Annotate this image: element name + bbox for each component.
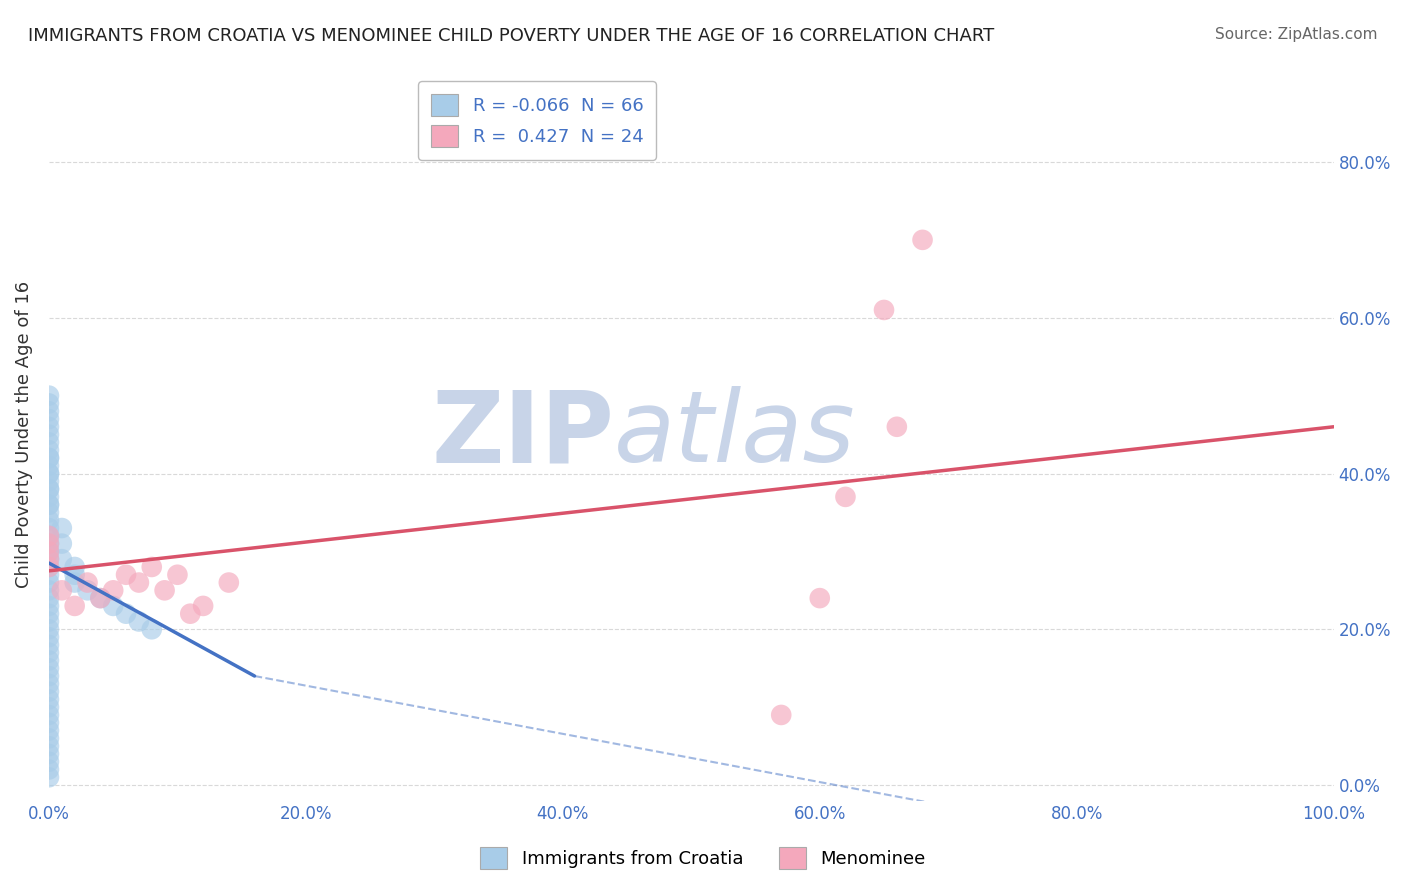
Point bbox=[38, 700, 60, 714]
Legend: R = -0.066  N = 66, R =  0.427  N = 24: R = -0.066 N = 66, R = 0.427 N = 24 bbox=[419, 81, 657, 160]
Legend: Immigrants from Croatia, Menominee: Immigrants from Croatia, Menominee bbox=[471, 838, 935, 879]
Point bbox=[38, 467, 60, 481]
Point bbox=[115, 567, 138, 582]
Point bbox=[141, 560, 163, 574]
Point bbox=[38, 567, 60, 582]
Point bbox=[38, 552, 60, 566]
Text: atlas: atlas bbox=[614, 386, 856, 483]
Point bbox=[128, 575, 150, 590]
Point bbox=[38, 490, 60, 504]
Point bbox=[38, 583, 60, 598]
Point bbox=[911, 233, 934, 247]
Point bbox=[63, 599, 86, 613]
Point bbox=[63, 575, 86, 590]
Point bbox=[38, 715, 60, 730]
Point bbox=[38, 529, 60, 543]
Point bbox=[38, 482, 60, 496]
Point bbox=[38, 622, 60, 636]
Point bbox=[51, 552, 73, 566]
Point bbox=[38, 498, 60, 512]
Point bbox=[38, 770, 60, 784]
Point bbox=[38, 692, 60, 706]
Point bbox=[38, 731, 60, 746]
Point bbox=[38, 544, 60, 558]
Point bbox=[115, 607, 138, 621]
Point bbox=[38, 755, 60, 769]
Point bbox=[38, 615, 60, 629]
Point bbox=[886, 419, 908, 434]
Point bbox=[38, 443, 60, 458]
Point bbox=[218, 575, 240, 590]
Point bbox=[38, 599, 60, 613]
Point bbox=[179, 607, 201, 621]
Point bbox=[38, 482, 60, 496]
Point bbox=[38, 458, 60, 473]
Point bbox=[834, 490, 856, 504]
Point bbox=[38, 419, 60, 434]
Point bbox=[808, 591, 831, 606]
Point bbox=[38, 591, 60, 606]
Point bbox=[770, 708, 793, 723]
Point bbox=[63, 567, 86, 582]
Point bbox=[38, 669, 60, 683]
Point bbox=[76, 575, 98, 590]
Point bbox=[38, 396, 60, 410]
Point bbox=[38, 677, 60, 691]
Point bbox=[38, 412, 60, 426]
Point bbox=[141, 622, 163, 636]
Point bbox=[38, 450, 60, 465]
Point bbox=[166, 567, 188, 582]
Point bbox=[38, 684, 60, 698]
Point bbox=[89, 591, 111, 606]
Point bbox=[38, 739, 60, 753]
Text: Source: ZipAtlas.com: Source: ZipAtlas.com bbox=[1215, 27, 1378, 42]
Y-axis label: Child Poverty Under the Age of 16: Child Poverty Under the Age of 16 bbox=[15, 281, 32, 588]
Point bbox=[38, 560, 60, 574]
Point bbox=[76, 583, 98, 598]
Point bbox=[873, 302, 896, 317]
Point bbox=[38, 513, 60, 527]
Point bbox=[38, 661, 60, 675]
Point bbox=[38, 389, 60, 403]
Point bbox=[38, 638, 60, 652]
Point bbox=[38, 747, 60, 761]
Point bbox=[38, 544, 60, 558]
Point bbox=[51, 536, 73, 550]
Point bbox=[63, 560, 86, 574]
Point bbox=[38, 435, 60, 450]
Point bbox=[51, 521, 73, 535]
Point bbox=[38, 575, 60, 590]
Point bbox=[38, 450, 60, 465]
Point bbox=[128, 615, 150, 629]
Point bbox=[38, 560, 60, 574]
Point bbox=[38, 607, 60, 621]
Point bbox=[38, 536, 60, 550]
Text: ZIP: ZIP bbox=[432, 386, 614, 483]
Point bbox=[89, 591, 111, 606]
Point bbox=[38, 653, 60, 667]
Point bbox=[38, 475, 60, 489]
Point bbox=[38, 427, 60, 442]
Point bbox=[38, 498, 60, 512]
Point bbox=[38, 467, 60, 481]
Point bbox=[191, 599, 214, 613]
Text: IMMIGRANTS FROM CROATIA VS MENOMINEE CHILD POVERTY UNDER THE AGE OF 16 CORRELATI: IMMIGRANTS FROM CROATIA VS MENOMINEE CHI… bbox=[28, 27, 994, 45]
Point bbox=[103, 583, 125, 598]
Point bbox=[153, 583, 176, 598]
Point bbox=[38, 630, 60, 644]
Point bbox=[38, 763, 60, 777]
Point bbox=[38, 708, 60, 723]
Point bbox=[51, 583, 73, 598]
Point bbox=[38, 529, 60, 543]
Point bbox=[38, 646, 60, 660]
Point bbox=[38, 521, 60, 535]
Point bbox=[103, 599, 125, 613]
Point bbox=[38, 404, 60, 418]
Point bbox=[38, 552, 60, 566]
Point bbox=[38, 723, 60, 738]
Point bbox=[38, 536, 60, 550]
Point bbox=[38, 505, 60, 519]
